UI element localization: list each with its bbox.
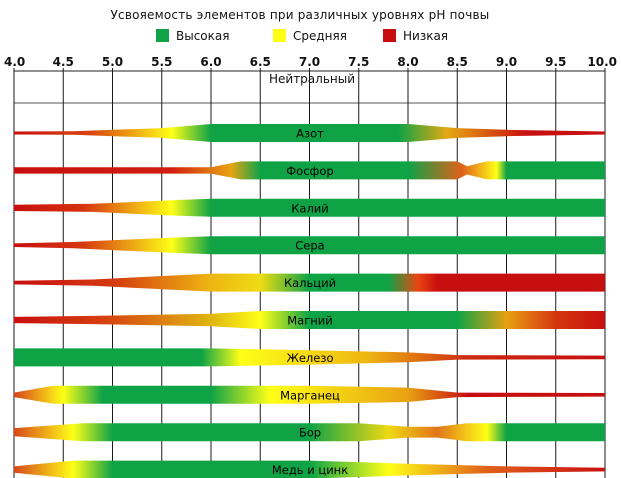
x-tick-label: 6.0 xyxy=(200,55,221,69)
x-tick-label: 4.0 xyxy=(4,55,25,69)
x-tick-label: 9.0 xyxy=(496,55,517,69)
series-label: Марганец xyxy=(280,388,340,402)
band-5 xyxy=(14,273,605,292)
band-8 xyxy=(14,385,605,404)
x-axis-ticks: 4.0 4.5 5.0 5.5 6.0 6.5 7.0 7.5 8.0 8.5 9.0 9.5 10.0 xyxy=(4,55,617,69)
legend-item-high: Высокая xyxy=(156,29,229,45)
series-label: Медь и цинк xyxy=(272,463,348,477)
series-label: Железо xyxy=(286,351,333,365)
series-label: Калий xyxy=(291,201,329,215)
band-10 xyxy=(14,460,605,478)
band-3 xyxy=(14,198,605,217)
band-6 xyxy=(14,311,605,329)
series-label: Кальций xyxy=(284,276,336,290)
legend-label-high: Высокая xyxy=(176,29,230,43)
x-tick-label: 7.0 xyxy=(299,55,320,69)
legend-swatch-low xyxy=(383,29,396,42)
series-label: Фосфор xyxy=(286,164,333,178)
legend-label-medium: Средняя xyxy=(293,29,347,43)
legend-swatch-high xyxy=(156,29,169,42)
x-tick-label: 8.5 xyxy=(447,55,468,69)
x-tick-label: 7.5 xyxy=(348,55,369,69)
legend-label-low: Низкая xyxy=(403,29,449,43)
x-tick-label: 9.5 xyxy=(545,55,566,69)
legend-swatch-medium xyxy=(273,29,286,42)
x-tick-label: 5.5 xyxy=(151,55,172,69)
band-4 xyxy=(14,236,605,255)
series-rows: Азот Фосфор Калий Сера Кальций Магний Железо Ма… xyxy=(14,124,605,478)
x-tick-label: 5.0 xyxy=(102,55,123,69)
band-7 xyxy=(14,348,605,367)
series-label: Сера xyxy=(295,239,324,253)
x-tick-label: 10.0 xyxy=(587,55,617,69)
neutral-zone-label: Нейтральный xyxy=(268,72,356,86)
legend-item-low: Низкая xyxy=(383,29,448,45)
series-label: Бор xyxy=(299,426,321,440)
x-tick-label: 8.0 xyxy=(397,55,418,69)
series-label: Азот xyxy=(296,127,324,141)
band-9 xyxy=(14,423,605,442)
chart-title: Усвояемость элементов при различных уров… xyxy=(110,8,490,22)
band-1 xyxy=(14,124,605,142)
x-tick-label: 4.5 xyxy=(53,55,74,69)
series-label: Магний xyxy=(287,314,332,328)
band-2 xyxy=(14,161,605,180)
x-tick-label: 6.5 xyxy=(250,55,271,69)
legend-item-medium: Средняя xyxy=(273,29,347,45)
legend: Высокая Средняя Низкая xyxy=(0,29,621,45)
